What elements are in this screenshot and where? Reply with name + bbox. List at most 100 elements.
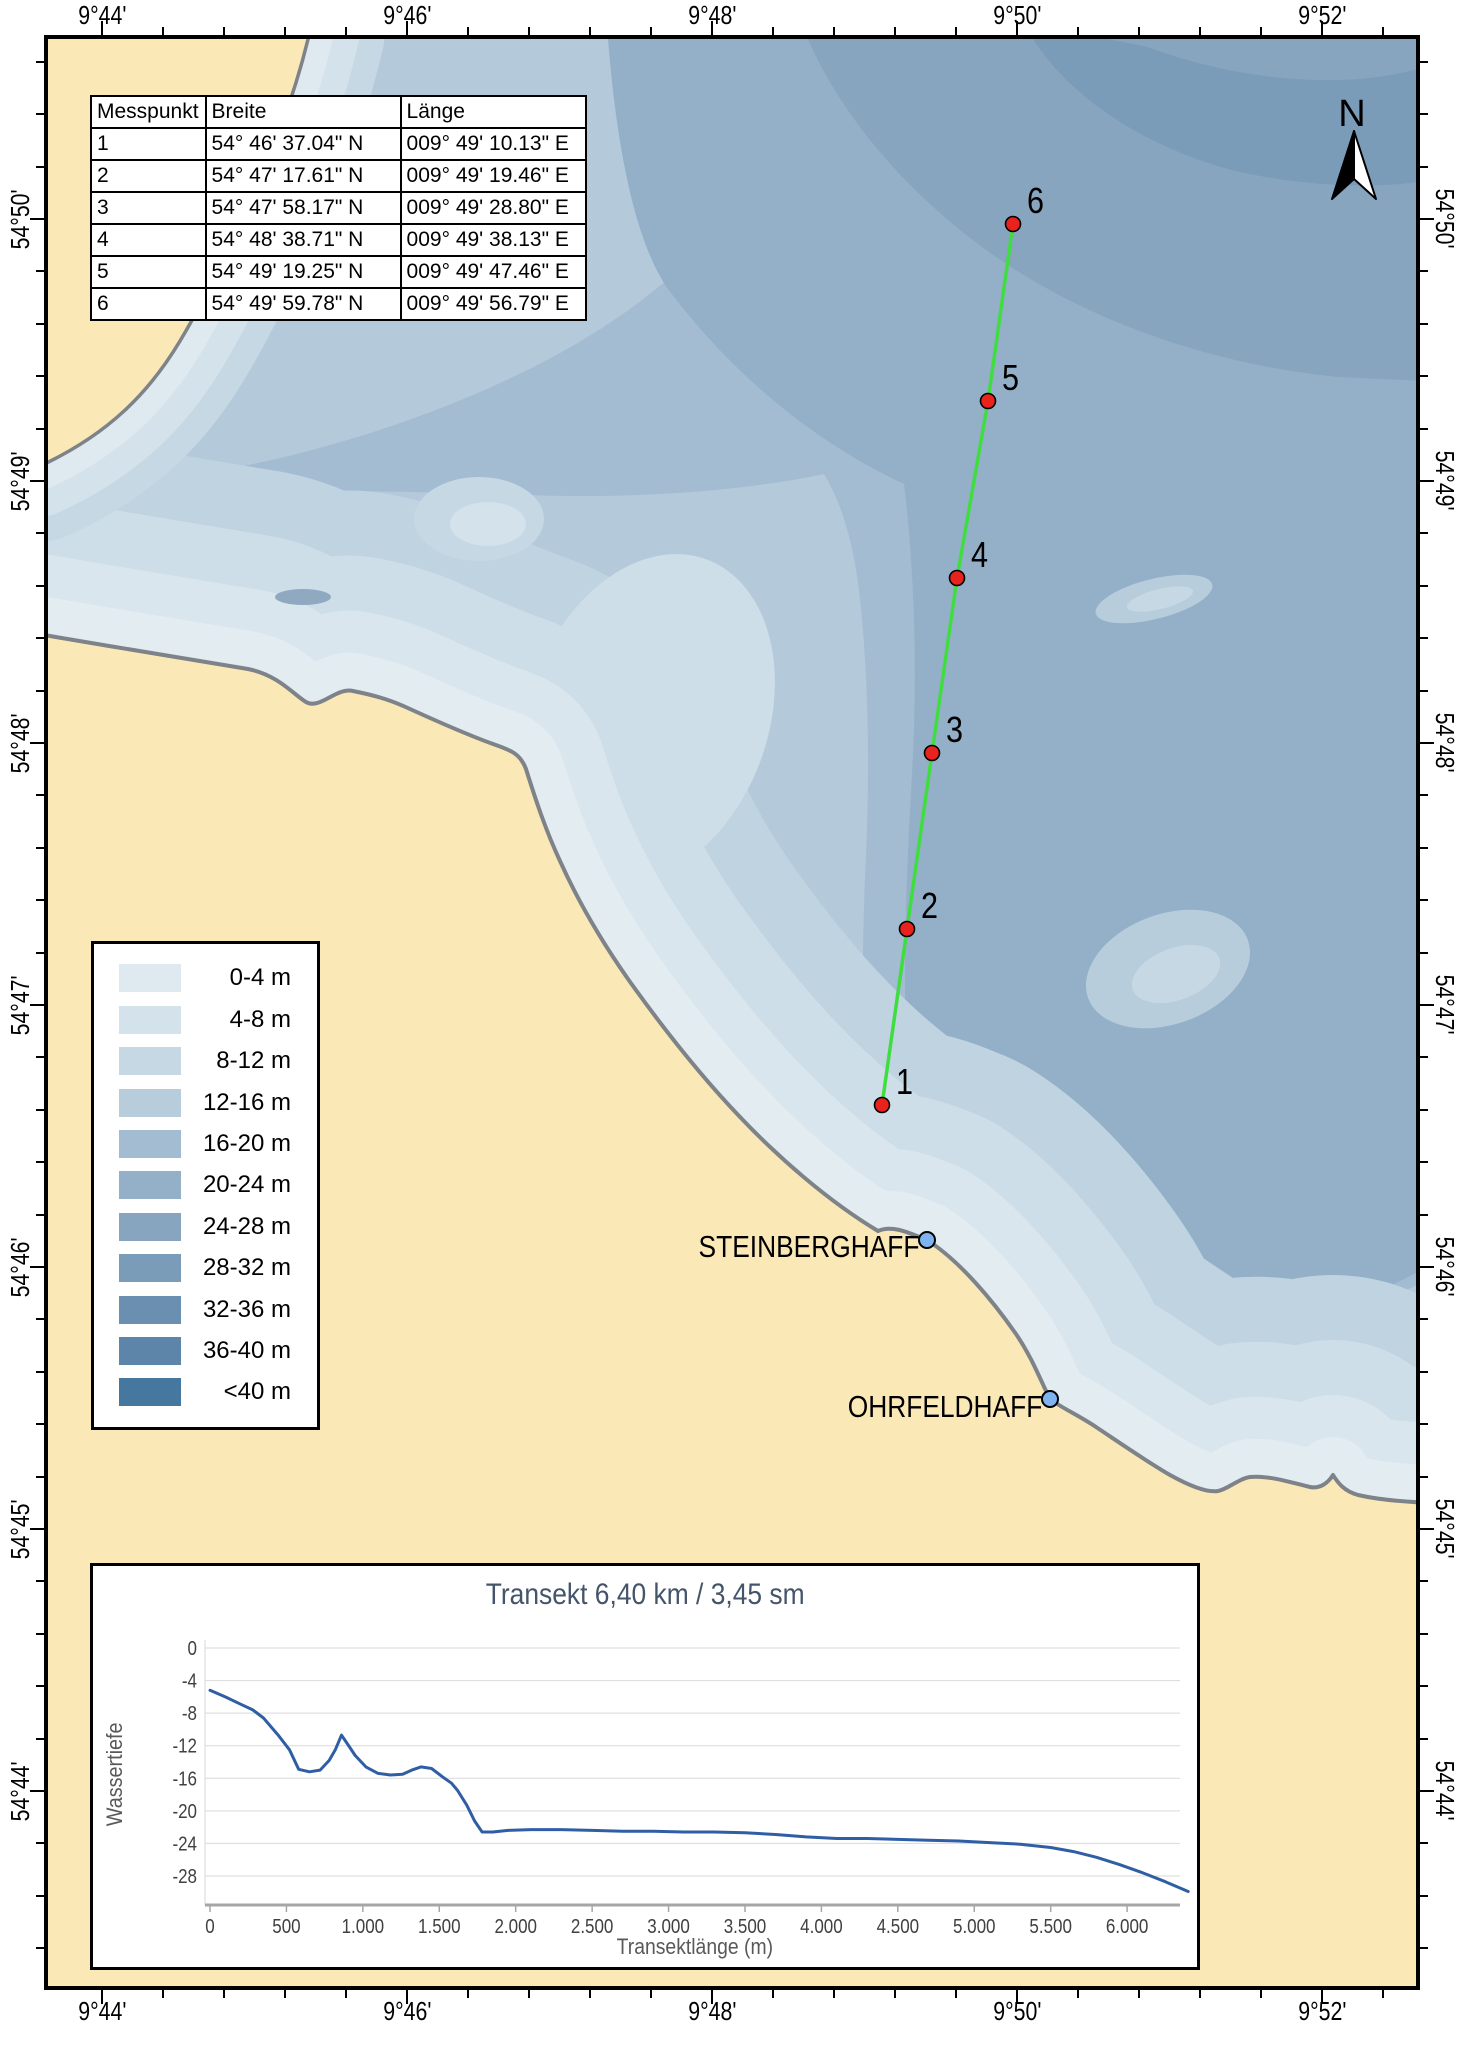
legend-swatch: [119, 1130, 181, 1159]
map-tick: [650, 27, 652, 35]
table-cell: 1: [90, 127, 207, 161]
map-tick: [345, 1990, 347, 1998]
map-tick: [36, 1842, 44, 1844]
chart-plot-area: 0 -4 -8 -12 -16 -20 -24 -28 0 500 1.000 1.500 2.000 2…: [172, 1637, 1190, 1938]
map-tick: [1420, 742, 1434, 744]
legend-swatch: [119, 964, 181, 993]
map-tick: [1420, 1528, 1434, 1530]
map-tick: [1420, 375, 1428, 377]
right-axis-tick-label: 54°45': [1430, 1498, 1461, 1560]
map-tick: [1199, 27, 1201, 35]
transect-point-label: 2: [921, 887, 938, 927]
table-cell: 3: [90, 191, 207, 225]
map-tick: [955, 1990, 957, 1998]
transect-point: [1004, 215, 1022, 233]
map-tick: [1382, 1990, 1384, 1998]
map-tick: [772, 1990, 774, 1998]
chart-x-axis-label: Transektlänge (m): [616, 1934, 774, 1959]
depth-lens-patches: [275, 477, 1251, 1029]
map-tick: [1321, 21, 1323, 35]
transect-line: [880, 223, 1015, 1106]
legend-swatch: [119, 1005, 181, 1034]
table-cell: 009° 49' 10.13" E: [399, 127, 587, 161]
legend-item-label: 12-16 m: [202, 1088, 291, 1116]
map-tick: [1420, 1371, 1428, 1373]
table-cell: 009° 49' 56.79" E: [399, 287, 587, 321]
legend-swatch: [119, 1171, 181, 1200]
y-tick-label: -12: [172, 1734, 197, 1757]
map-tick: [1420, 270, 1428, 272]
y-tick-label: -20: [172, 1800, 197, 1823]
transect-line-and-points: 1 2 3 4 5 6: [873, 182, 1044, 1114]
transect-point: [979, 392, 997, 410]
legend-item-label: 16-20 m: [202, 1130, 291, 1158]
legend-swatch: [119, 1047, 181, 1076]
map-tick: [30, 1266, 44, 1268]
map-tick: [30, 1528, 44, 1530]
map-tick: [36, 794, 44, 796]
map-tick: [1260, 27, 1262, 35]
map-tick: [1420, 899, 1428, 901]
map-tick: [1420, 61, 1428, 63]
y-tick-label: 0: [188, 1637, 197, 1660]
map-tick: [223, 27, 225, 35]
map-tick: [1420, 1318, 1428, 1320]
x-tick-label: 5.000: [953, 1915, 996, 1938]
map-tick: [467, 27, 469, 35]
map-tick: [36, 61, 44, 63]
map-tick: [30, 742, 44, 744]
table-row: 4 54° 48' 38.71" N 009° 49' 38.13" E: [90, 223, 587, 257]
map-tick: [1420, 113, 1428, 115]
map-tick: [1420, 690, 1428, 692]
right-axis-tick-label: 54°46': [1430, 1236, 1461, 1298]
x-tick-label: 3.500: [724, 1915, 767, 1938]
x-tick-label: 1.500: [418, 1915, 461, 1938]
x-tick-label: 2.500: [571, 1915, 614, 1938]
map-tick: [1420, 637, 1428, 639]
table-cell: 5: [90, 255, 207, 289]
map-tick: [589, 1990, 591, 1998]
map-tick: [30, 1790, 44, 1792]
y-tick-label: -4: [182, 1669, 197, 1692]
map-tick: [1138, 1990, 1140, 1998]
map-tick: [1420, 1476, 1428, 1478]
table-cell: 54° 47' 58.17" N: [204, 191, 402, 225]
map-tick: [711, 1990, 713, 2004]
legend-item-label: 4-8 m: [229, 1005, 291, 1033]
place-name: STEINBERGHAFF: [699, 1230, 920, 1264]
map-tick: [284, 1990, 286, 1998]
legend-item: 36-40 m: [94, 1336, 317, 1366]
x-tick-label: 1.000: [342, 1915, 385, 1938]
transect-profile-chart: Transekt 6,40 km / 3,45 sm Wassertiefe 0…: [90, 1563, 1200, 1970]
map-tick: [650, 1990, 652, 1998]
table-cell: 54° 49' 19.25" N: [204, 255, 402, 289]
map-tick: [1016, 21, 1018, 35]
transect-point: [873, 1096, 891, 1114]
map-tick: [1420, 847, 1428, 849]
legend-item-label: 0-4 m: [229, 964, 291, 992]
map-tick: [711, 21, 713, 35]
map-tick: [345, 27, 347, 35]
map-tick: [36, 1738, 44, 1740]
legend-swatch: [119, 1295, 181, 1324]
map-tick: [36, 690, 44, 692]
map-tick: [894, 27, 896, 35]
map-tick: [1138, 27, 1140, 35]
map-tick: [1420, 480, 1434, 482]
place-dot: [1041, 1390, 1059, 1408]
map-tick: [1420, 1895, 1428, 1897]
right-axis-tick-label: 54°50': [1430, 188, 1461, 250]
table-header-laenge: Länge: [399, 95, 587, 129]
table-row: 6 54° 49' 59.78" N 009° 49' 56.79" E: [90, 287, 587, 321]
table-cell: 54° 47' 17.61" N: [204, 159, 402, 193]
table-row: 1 54° 46' 37.04" N 009° 49' 10.13" E: [90, 127, 587, 161]
map-tick: [1420, 952, 1428, 954]
table-cell: 009° 49' 38.13" E: [399, 223, 587, 257]
map-tick: [1420, 1947, 1428, 1949]
map-tick: [833, 1990, 835, 1998]
map-tick: [1321, 1990, 1323, 2004]
map-tick: [36, 1056, 44, 1058]
map-tick: [1420, 1214, 1428, 1216]
y-tick-label: -8: [182, 1702, 197, 1725]
legend-item: <40 m: [94, 1377, 317, 1407]
